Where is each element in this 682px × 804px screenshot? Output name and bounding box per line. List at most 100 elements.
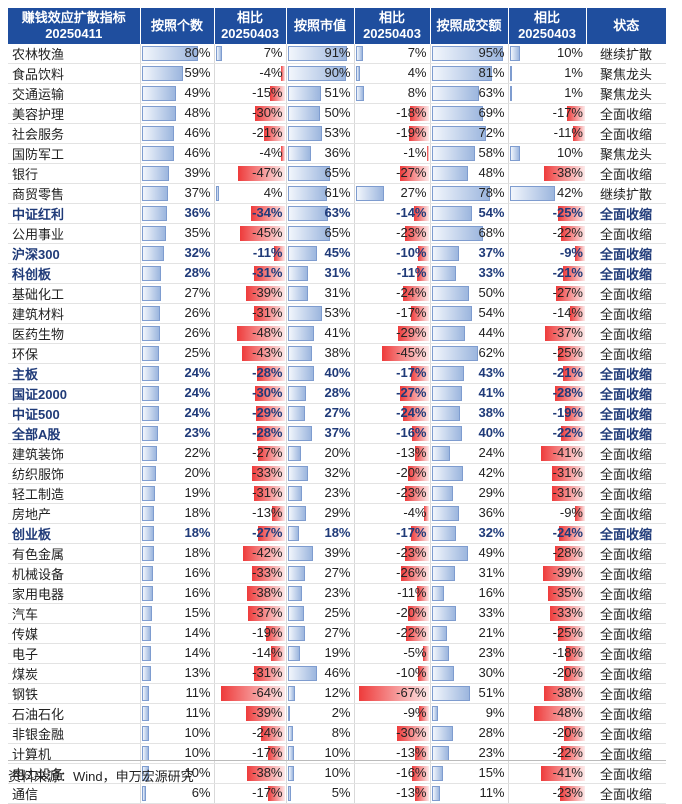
column-header-1: 按照个数	[140, 8, 215, 44]
amt-cell: 62%	[429, 343, 508, 364]
mcap-chg-cell: 8%	[353, 83, 430, 104]
cell-value: 46%	[184, 125, 211, 140]
negative-change-bar	[253, 666, 285, 681]
value-bar	[431, 86, 479, 101]
mcap-cell: 10%	[285, 763, 354, 784]
value-bar	[287, 486, 303, 501]
amt-cell: 41%	[429, 383, 508, 404]
cell-value: -17%	[252, 785, 283, 800]
column-header-6: 相比 20250403	[508, 8, 587, 44]
count-cell: 35%	[139, 223, 214, 244]
cell-value: -19%	[252, 625, 283, 640]
table-row: 电力设备 10% -38% 10% -16% 15% -41% 全面收缩	[8, 763, 666, 784]
amt-cell: 23%	[429, 643, 508, 664]
cell-value: -25%	[552, 205, 583, 220]
cell-value: -17%	[396, 305, 427, 320]
row-name: 电力设备	[8, 763, 140, 784]
value-bar	[431, 126, 486, 141]
mcap-chg-cell: -11%	[353, 583, 430, 604]
value-bar	[431, 486, 454, 501]
value-bar	[431, 566, 455, 581]
value-bar	[141, 246, 165, 261]
cell-value: 5%	[331, 785, 351, 800]
mcap-chg-cell: -30%	[353, 723, 430, 744]
cell-value: 32%	[324, 465, 351, 480]
count-chg-cell: -4%	[213, 63, 286, 84]
amt-chg-cell: -28%	[507, 383, 586, 404]
cell-value: 4%	[263, 185, 283, 200]
status-cell: 继续扩散	[586, 183, 666, 204]
negative-change-bar	[417, 586, 429, 601]
positive-change-bar	[215, 46, 223, 61]
cell-value: 27%	[400, 185, 427, 200]
mcap-chg-cell: -10%	[353, 663, 430, 684]
cell-value: 31%	[478, 565, 505, 580]
value-bar	[141, 86, 177, 101]
table-row: 全部A股 23% -28% 37% -16% 40% -22% 全面收缩	[8, 423, 666, 444]
mcap-cell: 2%	[285, 703, 354, 724]
value-bar	[141, 186, 168, 201]
cell-value: 36%	[324, 145, 351, 160]
count-cell: 22%	[139, 443, 214, 464]
cell-value: -4%	[259, 145, 283, 160]
cell-value: -31%	[252, 265, 283, 280]
value-bar	[141, 766, 149, 781]
count-chg-cell: -34%	[213, 203, 286, 224]
cell-value: -27%	[252, 445, 283, 460]
mcap-chg-cell: -20%	[353, 603, 430, 624]
column-header-2: 相比 20250403	[214, 8, 287, 44]
value-bar	[431, 686, 470, 701]
mcap-chg-cell: -13%	[353, 443, 430, 464]
count-cell: 6%	[139, 783, 214, 804]
cell-value: -17%	[396, 365, 427, 380]
status-cell: 聚焦龙头	[586, 143, 666, 164]
count-chg-cell: -30%	[213, 103, 286, 124]
amt-cell: 28%	[429, 723, 508, 744]
cell-value: -21%	[552, 265, 583, 280]
cell-value: -38%	[552, 165, 583, 180]
negative-change-bar	[555, 386, 585, 401]
cell-value: 59%	[184, 65, 211, 80]
cell-value: -31%	[252, 305, 283, 320]
negative-change-bar	[251, 206, 285, 221]
count-chg-cell: -24%	[213, 723, 286, 744]
count-chg-cell: -30%	[213, 383, 286, 404]
cell-value: 65%	[324, 225, 351, 240]
negative-change-bar	[253, 306, 285, 321]
count-chg-cell: -21%	[213, 123, 286, 144]
source-divider	[8, 760, 666, 761]
count-cell: 27%	[139, 283, 214, 304]
cell-value: -14%	[252, 645, 283, 660]
status-cell: 聚焦龙头	[586, 83, 666, 104]
negative-change-bar	[424, 506, 429, 521]
negative-change-bar	[269, 86, 285, 101]
amt-cell: 81%	[429, 63, 508, 84]
negative-change-bar	[533, 706, 585, 721]
negative-change-bar	[575, 246, 585, 261]
mcap-cell: 41%	[285, 323, 354, 344]
cell-value: 12%	[324, 685, 351, 700]
amt-chg-cell: -19%	[507, 403, 586, 424]
amt-cell: 50%	[429, 283, 508, 304]
cell-value: -39%	[252, 285, 283, 300]
status-cell: 全面收缩	[586, 763, 666, 784]
count-cell: 26%	[139, 303, 214, 324]
amt-chg-cell: -48%	[507, 703, 586, 724]
cell-value: 29%	[478, 485, 505, 500]
mcap-chg-cell: 7%	[353, 44, 430, 64]
cell-value: 27%	[324, 565, 351, 580]
cell-value: -23%	[396, 225, 427, 240]
table-row: 钢铁 11% -64% 12% -67% 51% -38% 全面收缩	[8, 683, 666, 704]
count-cell: 36%	[139, 203, 214, 224]
cell-value: 29%	[324, 505, 351, 520]
negative-change-bar	[403, 286, 429, 301]
row-name: 商贸零售	[8, 183, 140, 204]
cell-value: 2%	[331, 705, 351, 720]
negative-change-bar	[246, 706, 285, 721]
value-bar	[141, 666, 151, 681]
cell-value: 54%	[478, 205, 505, 220]
mcap-chg-cell: -22%	[353, 623, 430, 644]
status-cell: 全面收缩	[586, 503, 666, 524]
cell-value: -9%	[559, 505, 583, 520]
row-name: 美容护理	[8, 103, 140, 124]
